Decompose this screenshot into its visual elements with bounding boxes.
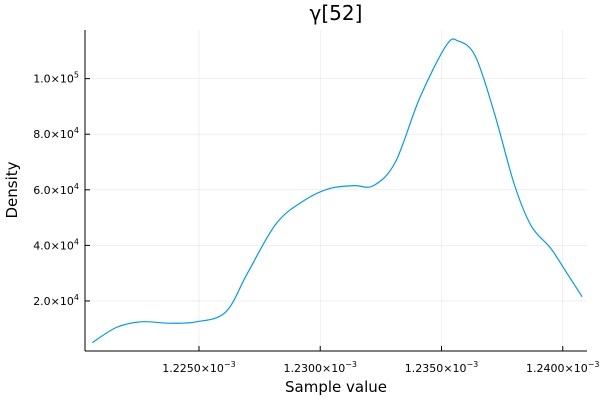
axes: [84, 30, 587, 352]
x-tick-label: 1.2250×10−3: [162, 360, 236, 375]
tick-labels: 1.2250×10−3 1.2300×10−3 1.2350×10−3 1.2400×…: [33, 71, 599, 375]
y-tick-label: 8.0×104: [33, 126, 79, 141]
x-tick-label: 1.2300×10−3: [283, 360, 357, 375]
y-tick-label: 6.0×104: [33, 182, 79, 197]
tick-marks: [85, 78, 564, 351]
y-tick-label: 4.0×104: [33, 237, 79, 252]
y-axis-label: Density: [3, 161, 21, 218]
grid-lines: [85, 30, 587, 351]
plot-area: [91, 38, 583, 344]
x-tick-label: 1.2350×10−3: [405, 360, 479, 375]
y-tick-label: 1.0×105: [33, 71, 79, 86]
chart-title: γ[52]: [310, 1, 363, 25]
density-curve: [91, 38, 583, 344]
x-tick-label: 1.2400×10−3: [526, 360, 600, 375]
x-axis-label: Sample value: [285, 378, 387, 396]
y-tick-label: 2.0×104: [33, 293, 79, 308]
